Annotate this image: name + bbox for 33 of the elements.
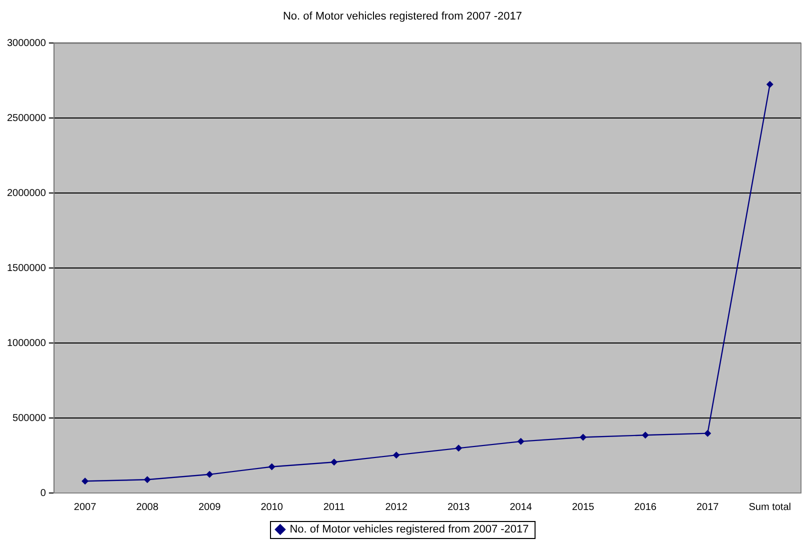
point [517, 438, 524, 445]
x-tick-label: 2017 [696, 502, 720, 513]
point [642, 432, 649, 439]
x-tick-label: 2007 [74, 502, 97, 513]
y-tick-label: 2500000 [6, 112, 46, 124]
y-tick-label: 3000000 [6, 38, 46, 49]
point [766, 80, 774, 88]
point [455, 444, 462, 452]
x-tick-label: 2009 [198, 502, 222, 513]
point [580, 434, 587, 441]
x-tick-label: 2014 [510, 502, 532, 513]
y-tick-label: 500000 [12, 412, 46, 424]
point [206, 470, 214, 478]
x-tick-label: 2015 [572, 502, 595, 513]
y-tick-label: 1000000 [6, 338, 46, 349]
y-tick-label: 1500000 [6, 262, 46, 274]
point [704, 430, 712, 437]
chart-title: No. of Motor vehicles registered from 2007 -2017 [282, 10, 522, 23]
x-tick-label: 2012 [385, 502, 408, 513]
point [330, 458, 338, 466]
x-tick-label: 2013 [447, 502, 470, 513]
x-tick-label: 2010 [260, 502, 284, 513]
point [144, 476, 151, 484]
x-tick-label: Sum total [748, 502, 791, 513]
x-tick-label: 2008 [136, 502, 159, 513]
legend-label: No. of Motor vehicles registered from 2007 -2017 [290, 524, 529, 536]
point [82, 478, 89, 485]
point [268, 463, 276, 470]
y-tick-label: 2000000 [6, 188, 46, 199]
point [392, 452, 400, 459]
y-tick-label: 0 [40, 488, 46, 499]
x-tick-label: 2016 [634, 502, 657, 513]
x-tick-label: 2011 [323, 502, 346, 513]
